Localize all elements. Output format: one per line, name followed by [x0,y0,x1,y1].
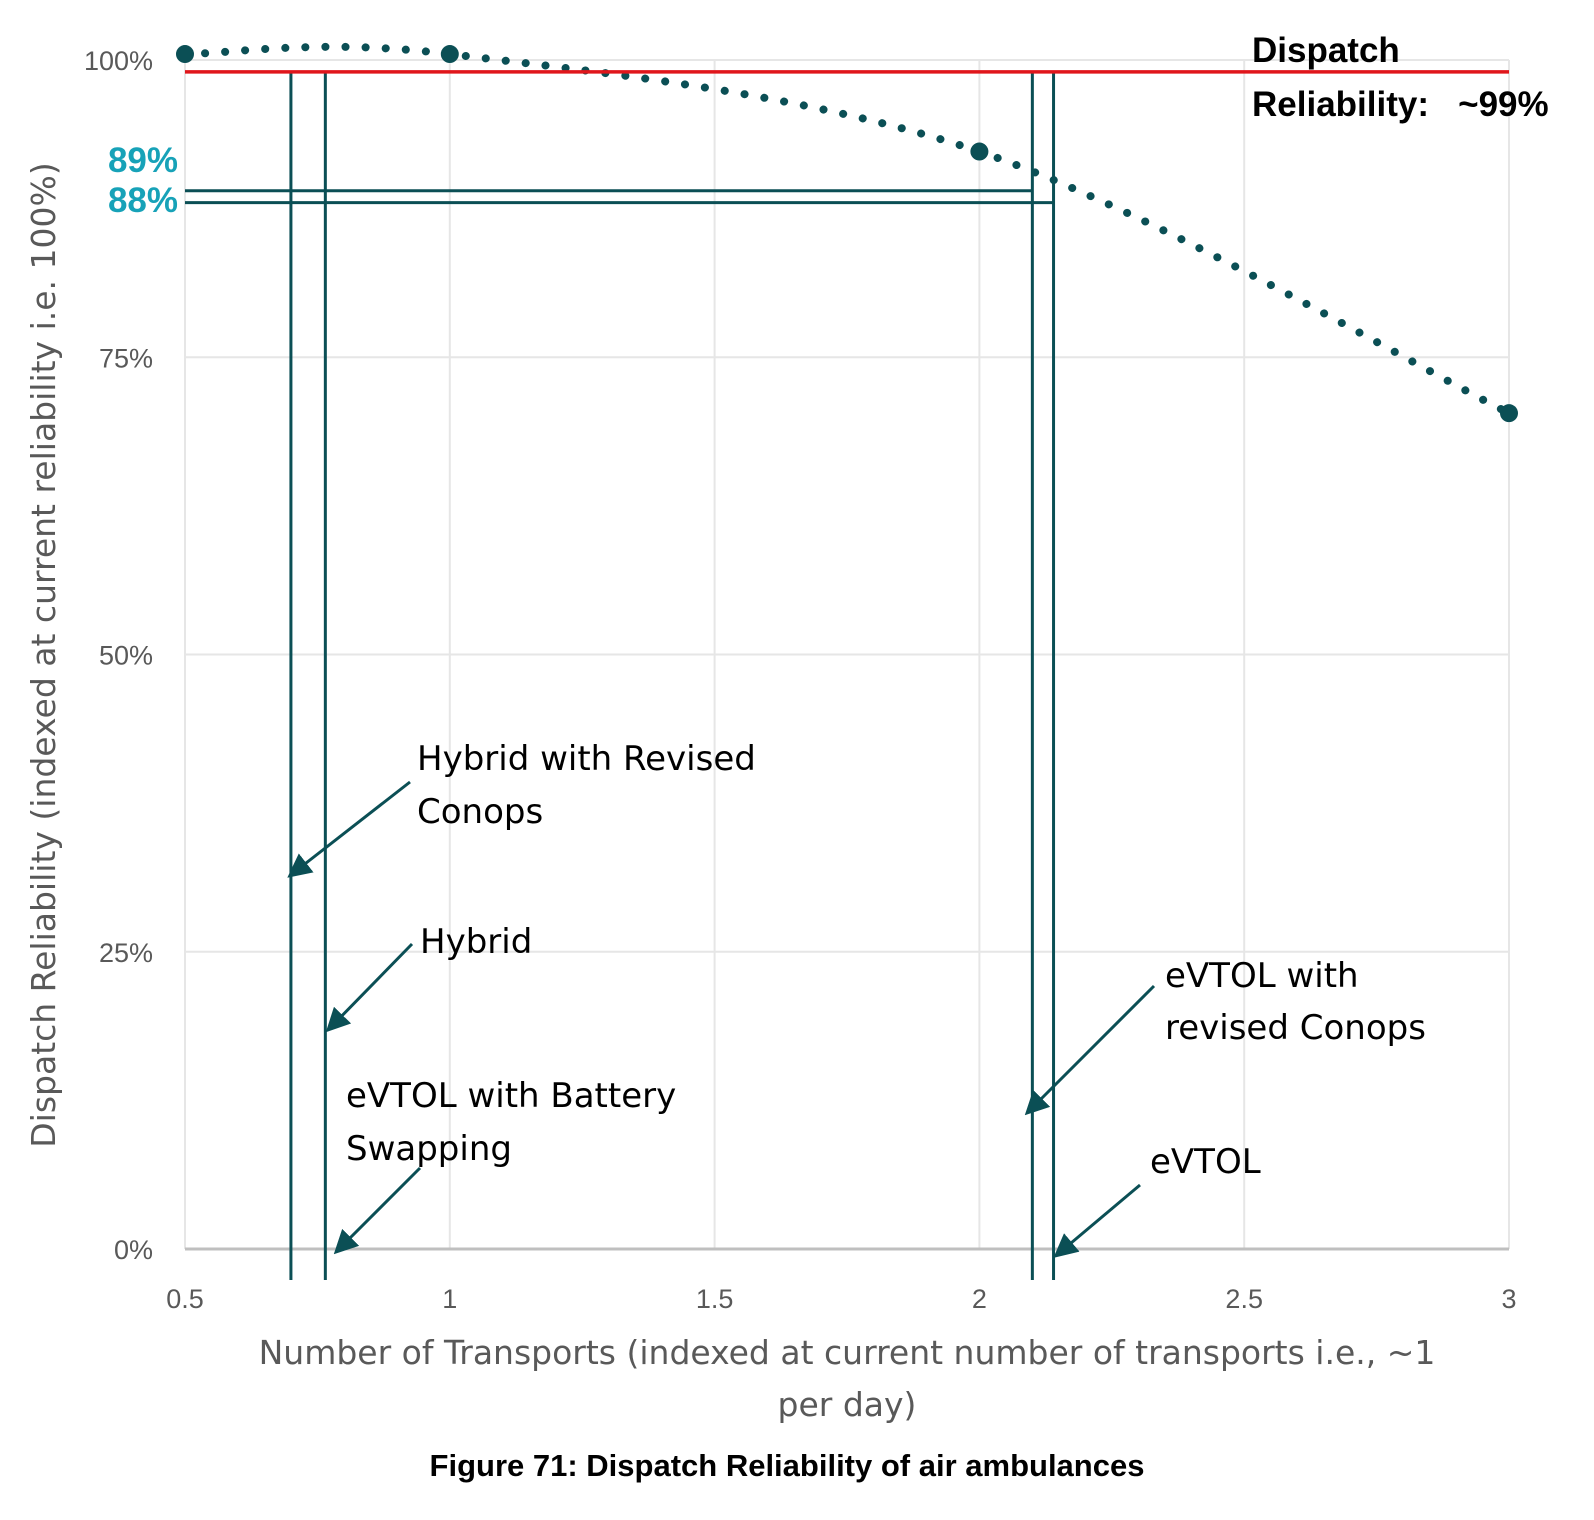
y-axis: 0% 25% 50% 75% 100% [84,46,153,1265]
data-point [176,45,194,64]
y-axis-title: Dispatch Reliability (indexed at current… [24,162,63,1148]
series-line [181,42,1513,418]
label-evtol-revised-conops-2: revised Conops [1165,1008,1426,1048]
grid [184,59,1510,1249]
annotation-arrow [1024,984,1156,1116]
label-hybrid: Hybrid [420,922,532,962]
y-tick-label: 100% [84,46,153,76]
x-tick-label: 1 [442,1284,457,1314]
x-tick-label: 1.5 [696,1284,734,1314]
label-hybrid-revised-conops-1: Hybrid with Revised [417,739,756,779]
y-tick-label: 50% [99,641,153,671]
threshold-label-89: 89% [108,141,178,180]
vertical-marker-layer [289,70,1056,1280]
y-tick-label: 0% [114,1235,153,1265]
x-tick-label: 0.5 [166,1284,204,1314]
dispatch-label-line-2: Reliability: ~99% [1252,85,1549,124]
label-evtol: eVTOL [1150,1142,1261,1182]
data-point [970,142,989,161]
label-evtol-battery-swapping-1: eVTOL with Battery [346,1076,676,1116]
y-tick-label: 75% [99,343,153,373]
x-axis: 0.5 1 1.5 2 2.5 3 [166,1284,1516,1314]
figure-caption: Figure 71: Dispatch Reliability of air a… [430,1448,1145,1483]
data-point [440,45,459,64]
y-tick-label: 25% [99,938,153,968]
x-axis-title-line-2: per day) [778,1385,917,1424]
x-tick-label: 3 [1501,1284,1516,1314]
series-layer [176,42,1518,423]
x-tick-label: 2 [972,1284,987,1314]
annotation-arrow [325,942,414,1033]
annotation-layer [287,780,1156,1258]
dispatch-label-line-1: Dispatch [1252,31,1400,70]
threshold-layer [185,189,1054,205]
annotation-arrow [1053,1183,1141,1258]
x-tick-label: 2.5 [1225,1284,1263,1314]
annotation-arrow [287,780,411,878]
label-hybrid-revised-conops-2: Conops [417,792,543,832]
threshold-label-88: 88% [108,181,178,220]
label-evtol-revised-conops-1: eVTOL with [1165,956,1359,996]
annotation-arrow [333,1166,422,1255]
label-evtol-battery-swapping-2: Swapping [346,1129,512,1169]
data-point [1500,404,1518,423]
x-axis-title-line-1: Number of Transports (indexed at current… [259,1333,1436,1372]
